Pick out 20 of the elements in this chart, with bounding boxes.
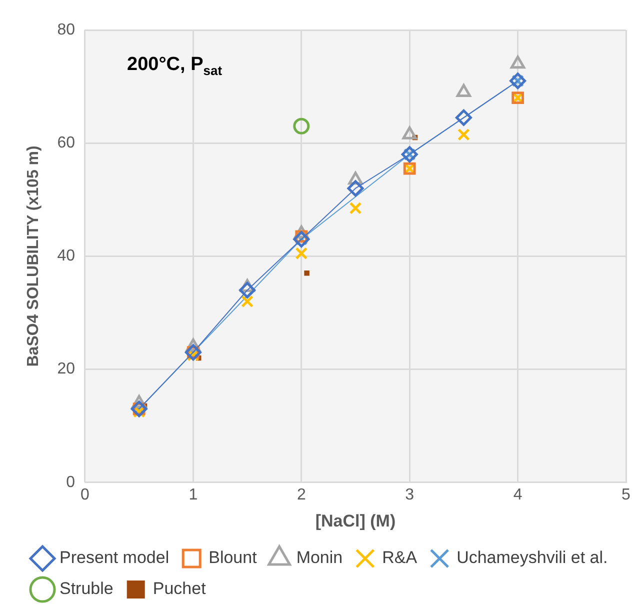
x-tick-label: 5 [622, 486, 631, 504]
y-tick-label: 40 [57, 248, 76, 265]
legend-label: Monin [296, 548, 343, 568]
y-tick-label: 80 [57, 21, 76, 38]
y-tick-label: 60 [57, 134, 76, 152]
x-tick-label: 3 [405, 486, 414, 504]
legend-label: Present model [60, 548, 170, 568]
legend-label: R&A [382, 548, 418, 568]
x-tick-label: 1 [188, 486, 198, 504]
x-tick-label: 2 [296, 486, 306, 504]
y-tick-label: 0 [66, 474, 76, 491]
legend-label: Puchet [152, 579, 206, 598]
legend-label: Uchameyshvili et al. [456, 548, 608, 568]
x-tick-label: 0 [80, 486, 90, 504]
x-axis-title: [NaCl] (M) [315, 511, 396, 530]
y-axis-title: BaSO4 SOLUBILITY (x105 m) [25, 146, 42, 367]
y-tick-label: 20 [57, 360, 76, 378]
legend-label: Struble [60, 579, 114, 598]
x-tick-label: 4 [513, 486, 522, 504]
legend-label: Blount [208, 548, 258, 568]
